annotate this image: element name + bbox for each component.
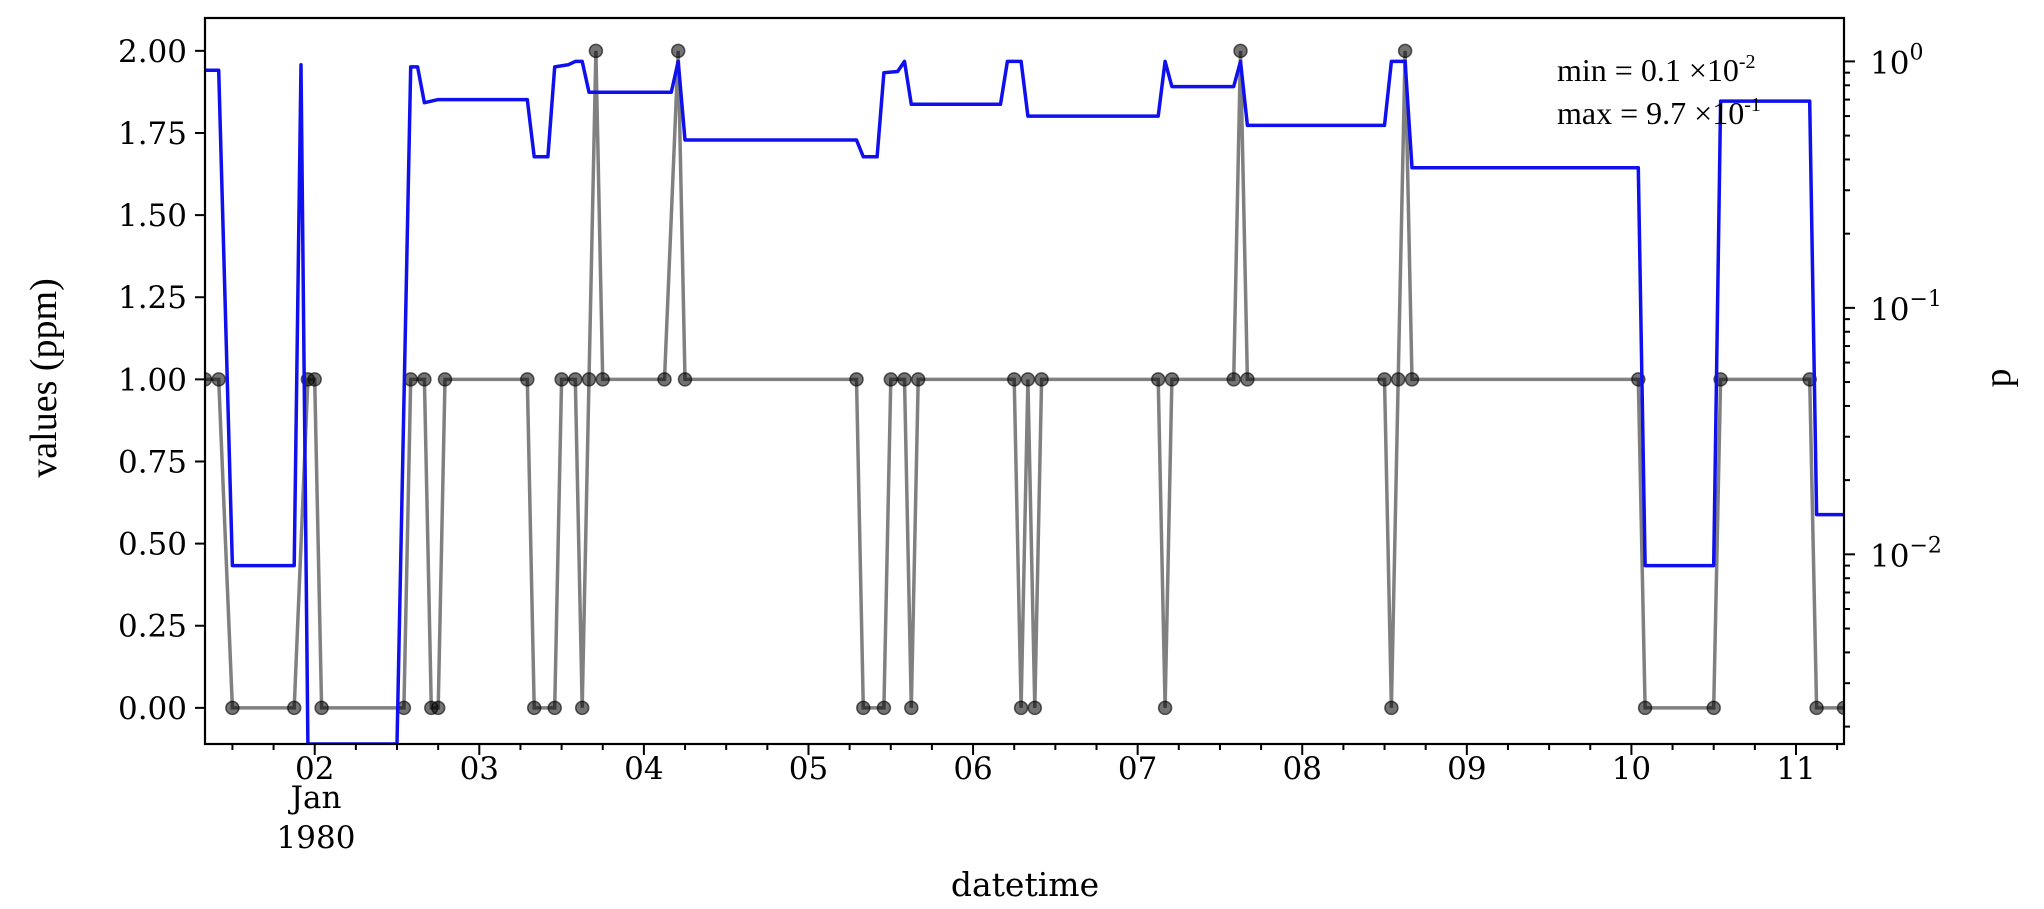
values-series-point (1836, 700, 1844, 716)
values-series-point (910, 372, 926, 387)
values-series-point (581, 372, 597, 387)
x-tick-label: 08 (1283, 751, 1322, 787)
values-series-point (856, 700, 871, 716)
values-series-point (1027, 700, 1043, 716)
values-series-point (568, 372, 583, 387)
x-tick-label: 05 (789, 751, 828, 787)
values-series-point (1637, 700, 1653, 716)
annotation-min: min = 0.1 ×10-2 (1557, 51, 1756, 88)
y-axis-right: 100 10−1 10−2 (1844, 40, 1942, 728)
y-left-tick-label: 0.25 (118, 609, 187, 645)
values-series-point (904, 700, 919, 716)
values-series-point (876, 700, 892, 716)
values-series-point (897, 372, 912, 387)
values-series-point (1809, 700, 1824, 716)
y-right-tick-label: 10−1 (1870, 287, 1942, 328)
values-series-point (1377, 372, 1392, 387)
values-series-point (225, 700, 240, 716)
values-series-point (1706, 700, 1721, 716)
values-series-point (1240, 372, 1255, 387)
values-series-point (1233, 43, 1248, 59)
values-series-point (211, 372, 226, 387)
values-series-point (314, 700, 329, 716)
values-series-point (849, 372, 864, 387)
x-axis: 02 03 04 05 06 07 08 09 10 11 (231, 744, 1839, 787)
values-series-point (547, 700, 562, 716)
y-right-tick-label: 10−2 (1870, 533, 1942, 574)
values-series-point (588, 43, 604, 59)
y-axis-left-title: values (ppm) (23, 278, 65, 477)
values-series-point (1006, 372, 1022, 387)
values-series-point (286, 700, 302, 716)
values-series-point (595, 372, 610, 387)
values-series-point (677, 372, 693, 387)
y-left-tick-label: 0.75 (118, 444, 187, 480)
x-axis-title: datetime (951, 865, 1099, 904)
values-series-point (574, 700, 590, 716)
values-series-point (1397, 43, 1413, 59)
y-right-tick-label: 100 (1870, 40, 1923, 81)
values-series-point (307, 372, 322, 387)
y-left-tick-label: 1.75 (118, 116, 187, 152)
x-tick-label: 11 (1776, 751, 1815, 787)
values-series-point (1034, 372, 1049, 387)
values-series-point (1157, 700, 1173, 716)
values-series-point (437, 372, 453, 387)
x-tick-label: 03 (460, 751, 499, 787)
values-series-point (1226, 372, 1241, 387)
y-left-tick-label: 0.00 (118, 691, 187, 727)
values-series-point (1020, 372, 1036, 387)
y-left-tick-label: 2.00 (118, 34, 187, 70)
y-axis-right-title: p (1977, 369, 2019, 388)
y-axis-left: 0.00 0.25 0.50 0.75 1.00 1.25 1.50 1.75 2.00 (118, 34, 205, 727)
values-series-point (417, 372, 432, 387)
values-series-point (1013, 700, 1029, 716)
values-series-point (1384, 700, 1399, 716)
values-series-point (430, 700, 446, 716)
y-left-tick-label: 1.25 (118, 280, 187, 316)
plot-frame (203, 16, 1846, 746)
values-series-point (1164, 372, 1180, 387)
values-series-point (657, 372, 672, 387)
values-series-point (520, 372, 535, 387)
x-tick-label: 09 (1447, 751, 1486, 787)
x-tick-label: 07 (1118, 751, 1157, 787)
values-series-point (670, 43, 686, 59)
values-series-point (1390, 372, 1406, 387)
x-year-label: 1980 (277, 820, 356, 856)
values-series-point (554, 372, 569, 387)
y-left-tick-label: 0.50 (118, 527, 187, 563)
x-tick-label: 06 (953, 751, 992, 787)
x-month-label: Jan (288, 780, 342, 816)
y-left-tick-label: 1.50 (118, 198, 187, 234)
series-layer (205, 43, 1844, 744)
y-left-tick-label: 1.00 (118, 362, 187, 398)
values-series-point (1404, 372, 1420, 387)
x-tick-label: 02 (295, 751, 334, 787)
x-tick-label: 04 (624, 751, 663, 787)
p-series-line (205, 59, 1844, 744)
values-series-point (883, 372, 899, 387)
values-series-point (526, 700, 542, 716)
x-tick-label: 10 (1612, 751, 1651, 787)
values-series-point (1150, 372, 1166, 387)
annotation-max: max = 9.7 ×10-1 (1557, 94, 1761, 131)
